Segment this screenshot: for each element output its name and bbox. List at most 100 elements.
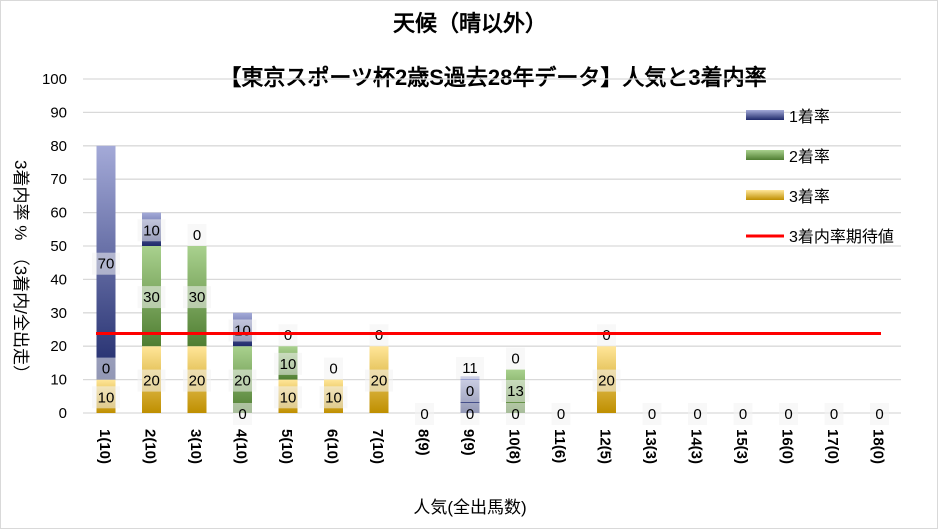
- legend-label: 3着率: [789, 188, 830, 206]
- data-label: 0: [420, 406, 428, 423]
- x-tick-label: 15(3): [733, 429, 750, 464]
- data-label: 0: [784, 406, 792, 423]
- x-tick-label: 10(8): [506, 429, 523, 464]
- data-label-bg: [597, 324, 616, 347]
- y-tick-label: 50: [50, 238, 67, 255]
- x-tick-label: 16(0): [779, 429, 796, 464]
- data-label-bg: [592, 369, 621, 392]
- data-label-bg: [274, 352, 302, 375]
- data-label: 0: [511, 351, 519, 368]
- data-label: 10: [280, 389, 297, 406]
- data-label: 0: [602, 327, 610, 344]
- data-label: 70: [98, 256, 115, 273]
- data-label-bg: [506, 403, 525, 425]
- data-label-bg: [456, 357, 484, 379]
- data-label: 10: [143, 222, 160, 239]
- y-tick-label: 90: [50, 104, 67, 121]
- x-tick-label: 4(10): [233, 429, 250, 464]
- data-label: 0: [557, 406, 565, 423]
- legend-swatch: [746, 110, 784, 120]
- data-label: 0: [284, 327, 292, 344]
- y-tick-label: 40: [50, 271, 67, 288]
- data-label-bg: [369, 324, 389, 347]
- y-tick-label: 100: [42, 71, 67, 88]
- y-tick-label: 10: [50, 372, 67, 389]
- data-label: 0: [875, 406, 883, 423]
- data-label: 20: [234, 373, 251, 390]
- data-label-bg: [642, 403, 662, 425]
- data-label-bg: [460, 403, 480, 425]
- data-label-bg: [187, 224, 207, 246]
- data-label: 0: [102, 361, 110, 378]
- data-label-bg: [228, 319, 257, 342]
- data-label-bg: [274, 386, 302, 409]
- data-label-bg: [137, 219, 166, 242]
- data-label-bg: [688, 403, 707, 425]
- data-label-bg: [551, 403, 571, 425]
- data-label: 10: [325, 389, 342, 406]
- x-tick-label: 11(6): [551, 429, 568, 463]
- data-label-bg: [228, 369, 257, 392]
- data-label: 20: [143, 373, 160, 390]
- legend-label: 2着率: [789, 148, 830, 166]
- y-tick-label: 0: [59, 405, 67, 422]
- x-tick-label: 13(3): [642, 429, 659, 464]
- data-label: 0: [693, 406, 701, 423]
- data-label: 0: [739, 406, 747, 423]
- data-label: 13: [507, 383, 524, 400]
- x-axis-label: 人気(全出馬数): [413, 498, 526, 517]
- data-label-bg: [278, 324, 298, 347]
- legend-swatch: [746, 190, 784, 200]
- data-label-bg: [183, 286, 211, 309]
- data-label-bg: [324, 357, 343, 380]
- y-tick-label: 80: [50, 138, 67, 155]
- x-tick-label: 5(10): [278, 429, 295, 464]
- data-label-bg: [319, 386, 348, 409]
- legend-label: 1着率: [789, 108, 830, 126]
- x-tick-label: 18(0): [870, 429, 887, 464]
- data-label: 0: [466, 383, 474, 400]
- x-tick-label: 1(10): [96, 429, 113, 464]
- x-tick-label: 8(9): [415, 429, 432, 456]
- y-tick-label: 30: [50, 305, 67, 322]
- data-label: 20: [189, 373, 206, 390]
- x-tick-label: 9(9): [460, 429, 477, 456]
- x-tick-label: 7(10): [369, 429, 386, 464]
- y-tick-label: 20: [50, 338, 67, 355]
- data-label-bg: [870, 403, 889, 425]
- data-label-bg: [415, 403, 434, 425]
- x-tick-label: 3(10): [187, 429, 204, 464]
- x-tick-label: 17(0): [824, 429, 841, 464]
- data-label: 30: [143, 289, 160, 306]
- data-label: 0: [648, 406, 656, 423]
- data-label: 20: [598, 373, 615, 390]
- data-label: 0: [466, 406, 474, 423]
- data-label-bg: [779, 403, 798, 425]
- data-label: 0: [193, 227, 201, 244]
- data-label: 0: [329, 361, 337, 378]
- data-label-bg: [460, 380, 480, 402]
- data-label: 30: [189, 289, 206, 306]
- data-label: 0: [375, 327, 383, 344]
- data-label-bg: [137, 286, 166, 309]
- y-axis-label: 3着内率 % （3着内/全出走）: [11, 160, 30, 382]
- x-tick-label: 2(10): [142, 429, 159, 464]
- x-tick-label: 6(10): [324, 429, 341, 464]
- data-label-bg: [824, 403, 844, 425]
- chart-subtitle: 【東京スポーツ杯2歳S過去28年データ】人気と3着内率: [219, 65, 766, 90]
- data-label: 0: [238, 406, 246, 423]
- y-tick-label: 70: [50, 171, 67, 188]
- data-label: 11: [462, 360, 478, 377]
- data-label-bg: [501, 380, 530, 402]
- data-label: 0: [511, 406, 519, 423]
- data-label: 10: [280, 356, 297, 373]
- legend-label: 3着内率期待値: [789, 228, 894, 246]
- data-label-bg: [233, 403, 252, 425]
- data-label-bg: [506, 347, 525, 370]
- data-label-bg: [137, 369, 166, 392]
- data-label: 10: [234, 323, 251, 340]
- legend-swatch: [746, 150, 784, 160]
- x-tick-label: 12(5): [597, 429, 614, 464]
